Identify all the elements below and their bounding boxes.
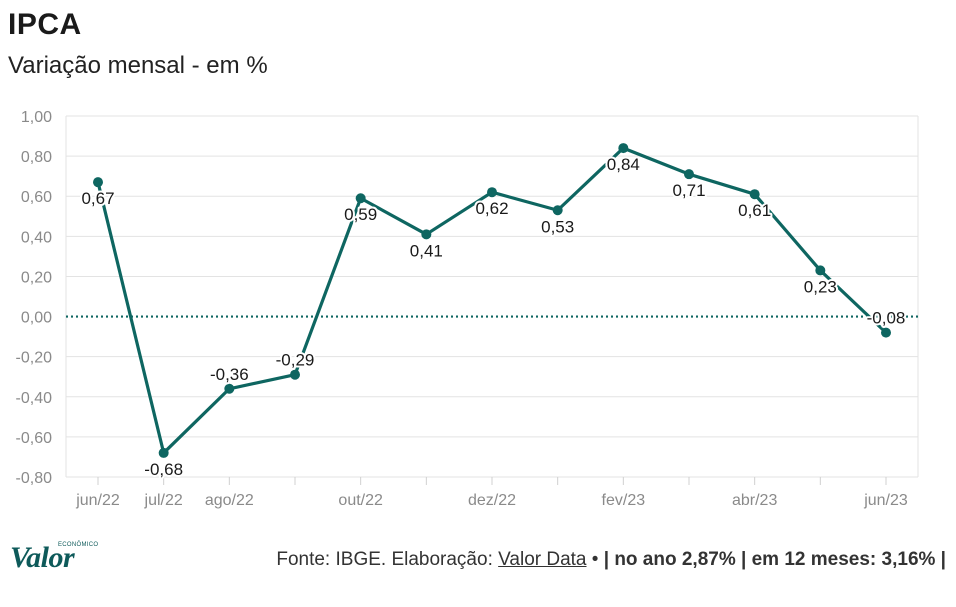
- bullet-separator: •: [586, 549, 604, 570]
- data-point: [552, 205, 563, 216]
- y-tick-label: 0,80: [21, 149, 52, 166]
- y-tick-label: 1,00: [21, 109, 52, 126]
- data-point: [618, 143, 629, 154]
- data-point: [93, 177, 103, 188]
- data-label: 0,61: [738, 201, 771, 220]
- y-tick-label: -0,40: [16, 390, 53, 407]
- data-point: [487, 187, 497, 198]
- data-point: [881, 327, 891, 338]
- y-tick-label: 0,00: [21, 310, 52, 327]
- data-label: 0,53: [541, 217, 574, 236]
- data-label: 0,62: [475, 199, 508, 218]
- y-tick-label: 0,40: [21, 229, 52, 246]
- data-label: -0,08: [867, 309, 906, 328]
- data-label: 0,67: [81, 189, 114, 208]
- data-point: [290, 369, 300, 380]
- x-axis: jun/22 jul/22 ago/22 out/22 dez/22 fev/23 abr/…: [75, 477, 908, 509]
- y-tick-label: -0,80: [16, 470, 53, 487]
- line-chart: 1,00 0,80 0,60 0,40 0,20 0,00 -0,20 -0,40 -0,60 -…: [16, 109, 919, 509]
- data-point: [684, 169, 694, 180]
- source-prefix: Fonte: IBGE. Elaboração:: [276, 549, 499, 570]
- data-label: 0,41: [410, 241, 443, 260]
- y-tick-label: -0,20: [16, 350, 53, 367]
- x-tick-label: out/22: [338, 492, 383, 509]
- data-labels: 0,67 -0,68 -0,36 -0,29 0,59 0,41 0,62 0,53 0,84 0…: [79, 153, 907, 481]
- data-label: 0,71: [672, 181, 705, 200]
- y-tick-label: -0,60: [16, 430, 53, 447]
- data-label: -0,36: [210, 365, 249, 384]
- valor-data-link[interactable]: Valor Data: [498, 549, 587, 570]
- data-label: 0,59: [344, 205, 377, 224]
- chart-title: IPCA: [8, 8, 82, 41]
- source-note: Fonte: IBGE. Elaboração: Valor Data • | …: [276, 549, 946, 571]
- series-ipca: [93, 143, 891, 458]
- data-point: [158, 447, 169, 458]
- x-tick-label: jun/23: [863, 492, 908, 509]
- data-point: [749, 189, 760, 200]
- x-tick-label: ago/22: [205, 492, 254, 509]
- data-label: 0,23: [804, 277, 837, 296]
- y-axis: 1,00 0,80 0,60 0,40 0,20 0,00 -0,20 -0,40 -0,60 -…: [16, 109, 53, 487]
- y-tick-label: 0,60: [21, 189, 52, 206]
- data-point: [815, 265, 826, 276]
- x-tick-label: fev/23: [602, 492, 646, 509]
- y-tick-label: 0,20: [21, 269, 52, 286]
- chart-subtitle: Variação mensal - em %: [8, 52, 268, 79]
- data-point: [421, 229, 432, 240]
- grid-lines: [65, 115, 919, 478]
- x-tick-label: jul/22: [144, 492, 183, 509]
- data-label: 0,84: [607, 155, 640, 174]
- x-tick-label: abr/23: [732, 492, 777, 509]
- data-point: [355, 193, 366, 204]
- accumulated-summary: | no ano 2,87% | em 12 meses: 3,16% |: [603, 549, 946, 570]
- x-tick-label: dez/22: [468, 492, 516, 509]
- data-label: -0,29: [276, 351, 315, 370]
- x-tick-label: jun/22: [75, 492, 120, 509]
- data-point: [224, 383, 235, 394]
- valor-logo-subtext: ECONÔMICO: [58, 542, 99, 548]
- data-label: -0,68: [144, 460, 183, 479]
- valor-logo: Valor: [10, 541, 75, 574]
